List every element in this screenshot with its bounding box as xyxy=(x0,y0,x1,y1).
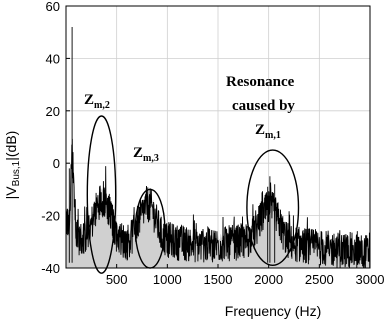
x-tick-label: 1000 xyxy=(153,272,182,287)
annotation-zm1: Resonance caused by Zm,1 xyxy=(226,74,295,141)
y-axis-label: |VBus,1|(dB) xyxy=(3,131,22,200)
y-tick-label: 0 xyxy=(53,156,60,171)
x-tick-label: 2000 xyxy=(254,272,283,287)
y-tick-label: 60 xyxy=(46,0,60,14)
y-tick-label: 20 xyxy=(46,104,60,119)
x-tick-label: 1500 xyxy=(204,272,233,287)
ellipse-zm2 xyxy=(86,115,117,274)
x-tick-label: 500 xyxy=(106,272,128,287)
annotation-zm3-label: Zm,3 xyxy=(133,145,159,164)
x-axis-label: Frequency (Hz) xyxy=(225,303,321,319)
resonance-text-line1: Resonance xyxy=(226,74,295,90)
y-tick-label: -40 xyxy=(41,261,60,276)
y-tick-label: -20 xyxy=(41,209,60,224)
annotation-zm1-label: Zm,1 xyxy=(255,122,281,141)
x-tick-label: 2500 xyxy=(305,272,334,287)
annotation-zm3: Zm,3 xyxy=(133,145,159,164)
axes: 500 1000 1500 2000 2500 3000 -40 -20 0 20 40 60 xyxy=(41,0,384,287)
resonance-text-line2: caused by xyxy=(232,98,295,114)
annotation-zm2-label: Zm,2 xyxy=(84,92,110,111)
ellipse-zm1 xyxy=(246,149,300,267)
y-tick-label: 40 xyxy=(46,51,60,66)
x-tick-label: 3000 xyxy=(356,272,384,287)
annotation-zm2: Zm,2 xyxy=(84,92,110,111)
resonance-markers xyxy=(86,115,300,274)
